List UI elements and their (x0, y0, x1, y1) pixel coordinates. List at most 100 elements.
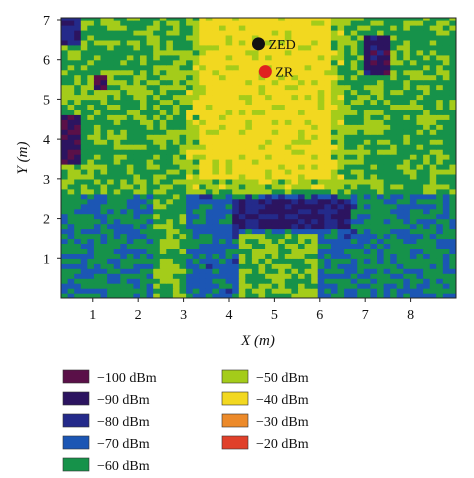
heatmap-cell (377, 129, 385, 135)
heatmap-cell (126, 218, 134, 225)
heatmap-cell (396, 213, 404, 220)
heatmap-cell (456, 30, 463, 36)
heatmap-cell (186, 134, 194, 140)
heatmap-cell (219, 238, 227, 244)
heatmap-cell (396, 69, 404, 76)
heatmap-cell (278, 193, 286, 200)
heatmap-cell (377, 144, 385, 150)
heatmap-cell (179, 248, 187, 254)
heatmap-cell (363, 238, 371, 244)
heatmap-cell (245, 178, 253, 185)
heatmap-cell (225, 119, 233, 125)
heatmap-cell (396, 29, 404, 36)
heatmap-cell (442, 149, 450, 155)
heatmap-cell (113, 44, 121, 51)
heatmap-cell (212, 173, 220, 180)
heatmap-cell (337, 198, 345, 205)
heatmap-cell (87, 203, 95, 210)
heatmap-cell (298, 263, 306, 269)
heatmap-cell (146, 79, 154, 86)
heatmap-cell (423, 94, 431, 101)
heatmap-cell (133, 25, 141, 31)
heatmap-cell (100, 20, 108, 26)
heatmap-cell (449, 69, 456, 76)
heatmap-cell (133, 154, 141, 160)
heatmap-cell (350, 159, 358, 165)
heatmap-cell (100, 248, 108, 254)
heatmap-cell (278, 213, 286, 220)
heatmap-cell (429, 218, 437, 225)
heatmap-cell (153, 243, 161, 249)
heatmap-cell (436, 208, 444, 215)
heatmap-cell (396, 258, 404, 264)
heatmap-cell (126, 253, 134, 259)
heatmap-cell (146, 119, 154, 125)
heatmap-cell (344, 89, 352, 96)
heatmap-cell (74, 168, 82, 175)
heatmap-cell (363, 64, 371, 71)
heatmap-cell (93, 278, 102, 284)
heatmap-cell (74, 154, 82, 160)
heatmap-cell (192, 109, 200, 115)
heatmap-cell (100, 114, 108, 120)
heatmap-cell (377, 208, 385, 215)
heatmap-cell (449, 114, 456, 120)
heatmap-cell (225, 283, 233, 289)
heatmap-cell (219, 203, 227, 210)
heatmap-cell (107, 253, 115, 259)
heatmap-cell (429, 99, 437, 105)
heatmap-cell (409, 149, 418, 155)
heatmap-cell (370, 49, 378, 56)
heatmap-cell (172, 168, 181, 175)
heatmap-cell (80, 129, 88, 135)
heatmap-cell (159, 188, 167, 195)
heatmap-cell (133, 89, 141, 96)
heatmap-cell (186, 278, 194, 284)
heatmap-cell (344, 149, 352, 155)
heatmap-cell (265, 99, 273, 105)
heatmap-cell (311, 18, 319, 21)
heatmap-cell (120, 233, 128, 240)
heatmap-cell (350, 228, 358, 235)
heatmap-cell (186, 173, 194, 180)
heatmap-cell (219, 124, 227, 130)
heatmap-cell (172, 124, 181, 130)
heatmap-cell (396, 20, 404, 26)
heatmap-cell (311, 129, 319, 135)
heatmap-cell (311, 109, 319, 115)
heatmap-cell (429, 208, 437, 215)
heatmap-cell (251, 134, 260, 140)
heatmap-cell (120, 124, 128, 130)
heatmap-cell (311, 104, 319, 110)
heatmap-cell (390, 134, 398, 140)
heatmap-cell (403, 124, 411, 130)
heatmap-cell (317, 99, 325, 105)
heatmap-cell (153, 203, 161, 210)
heatmap-cell (179, 89, 187, 96)
legend-label: −90 dBm (97, 393, 150, 408)
heatmap-cell (146, 69, 154, 76)
heatmap-cell (416, 243, 424, 249)
heatmap-cell (357, 288, 365, 294)
heatmap-cell (74, 124, 82, 130)
heatmap-cell (330, 20, 339, 26)
heatmap-cell (87, 168, 95, 175)
heatmap-cell (396, 25, 404, 31)
heatmap-cell (456, 268, 463, 274)
heatmap-cell (456, 119, 463, 125)
legend-swatch (62, 391, 90, 406)
heatmap-cell (80, 263, 88, 269)
heatmap-cell (251, 283, 260, 289)
heatmap-cell (192, 228, 200, 235)
heatmap-cell (238, 278, 246, 284)
heatmap-cell (74, 59, 82, 66)
heatmap-cell (456, 283, 463, 289)
heatmap-cell (74, 203, 82, 210)
heatmap-cell (291, 34, 299, 41)
heatmap-cell (337, 18, 345, 21)
heatmap-cell (133, 168, 141, 175)
heatmap-cell (311, 238, 319, 244)
heatmap-cell (126, 268, 134, 274)
heatmap-cell (363, 59, 371, 66)
heatmap-cell (390, 154, 398, 160)
